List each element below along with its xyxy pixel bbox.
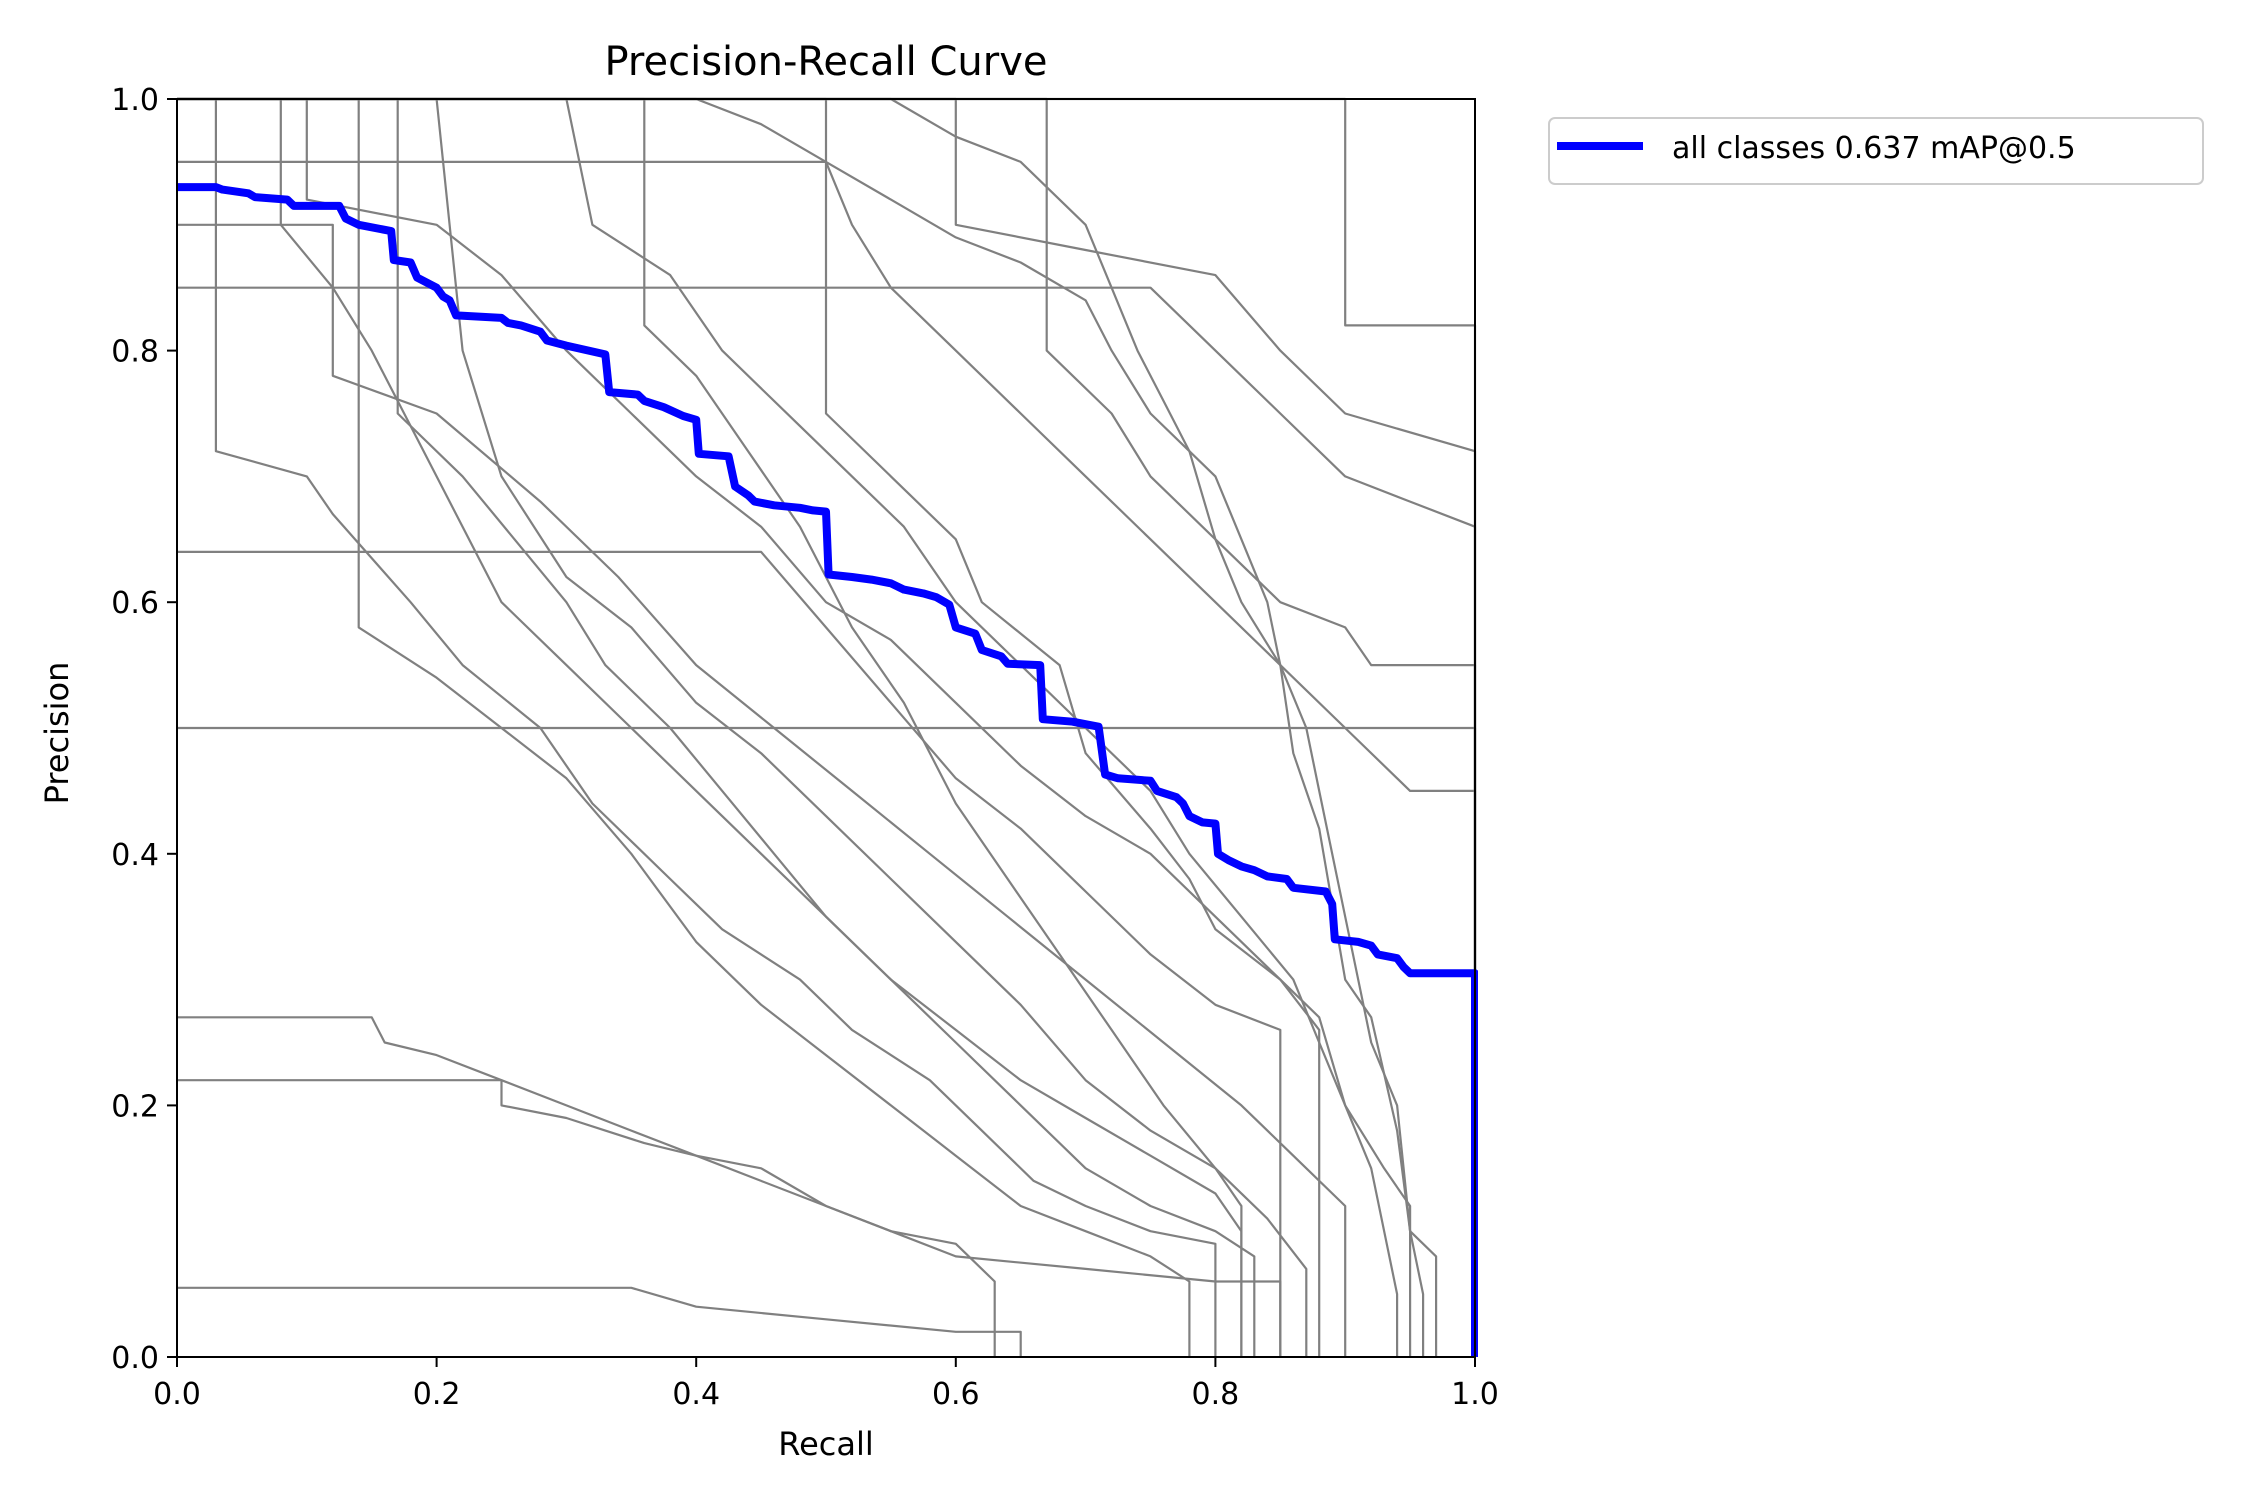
class-curve bbox=[177, 97, 1399, 1357]
plot-frame bbox=[176, 98, 1476, 1358]
y-tick-label: 0.0 bbox=[111, 1341, 159, 1376]
y-tick-label: 0.4 bbox=[111, 838, 159, 873]
class-curve bbox=[177, 1016, 996, 1357]
x-tick-label: 0.6 bbox=[932, 1377, 980, 1412]
all-classes-curve bbox=[177, 183, 1478, 1357]
x-tick-label: 0.4 bbox=[672, 1377, 720, 1412]
x-tick-label: 0.8 bbox=[1192, 1377, 1240, 1412]
curves-clip-group bbox=[177, 97, 1478, 1357]
class-curve bbox=[177, 97, 1477, 1357]
y-tick-label: 0.2 bbox=[111, 1089, 159, 1124]
class-curve bbox=[177, 550, 1282, 1357]
class-curve bbox=[177, 97, 1191, 1357]
class-curve bbox=[177, 97, 1425, 1357]
class-curve bbox=[177, 1079, 1282, 1357]
class-curve bbox=[177, 1286, 1022, 1357]
class-curve bbox=[177, 97, 1321, 1357]
legend-box bbox=[1548, 117, 2204, 185]
class-curve bbox=[177, 97, 1243, 1357]
chart-title: Precision-Recall Curve bbox=[605, 39, 1048, 85]
x-axis-ticks: 0.0 0.2 0.4 0.6 0.8 1.0 bbox=[153, 1357, 1499, 1412]
x-tick-label: 1.0 bbox=[1451, 1377, 1499, 1412]
y-axis-ticks: 0.0 0.2 0.4 0.6 0.8 1.0 bbox=[111, 83, 177, 1376]
class-curve bbox=[177, 97, 1217, 1357]
x-tick-label: 0.0 bbox=[153, 1377, 201, 1412]
curves-group bbox=[177, 97, 1478, 1357]
y-axis-label: Precision bbox=[38, 662, 76, 805]
class-curve bbox=[177, 223, 1347, 1357]
y-tick-label: 0.8 bbox=[111, 335, 159, 370]
x-tick-label: 0.2 bbox=[413, 1377, 461, 1412]
class-curve bbox=[177, 97, 1243, 1357]
class-curve bbox=[177, 97, 1256, 1357]
class-curve bbox=[177, 97, 1308, 1357]
legend-label: all classes 0.637 mAP@0.5 bbox=[1672, 131, 2076, 166]
x-axis-label: Recall bbox=[778, 1425, 873, 1463]
class-curve bbox=[177, 286, 1477, 1357]
y-tick-label: 1.0 bbox=[111, 83, 159, 118]
class-curve bbox=[177, 160, 1477, 1357]
legend: all classes 0.637 mAP@0.5 bbox=[1548, 117, 2204, 185]
class-curve bbox=[177, 97, 1477, 1357]
y-tick-label: 0.6 bbox=[111, 586, 159, 621]
